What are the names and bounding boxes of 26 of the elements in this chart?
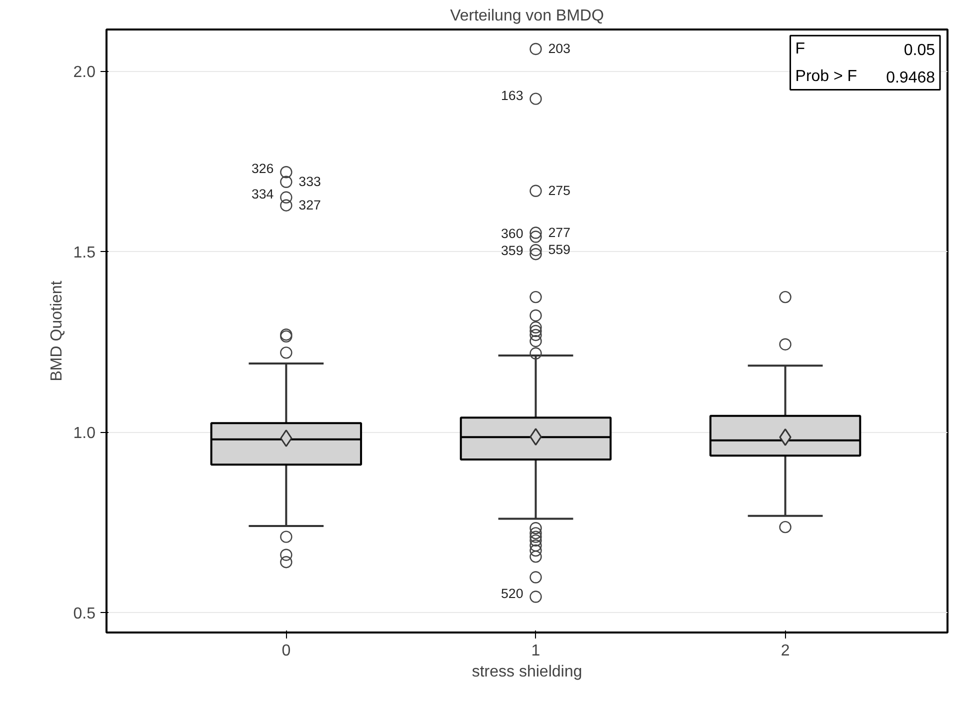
annotation: 333 [298, 174, 321, 189]
y-tick-label: 1.0 [73, 425, 96, 442]
annotation: 326 [251, 161, 274, 176]
x-tick-label: 2 [780, 642, 790, 660]
annotation: 327 [298, 197, 321, 212]
y-tick-label: 2.0 [73, 64, 96, 82]
annotation: 275 [548, 182, 570, 198]
x-tick-label: 1 [531, 642, 540, 660]
annotation: 0.05 [904, 42, 936, 60]
annotation: 163 [501, 88, 524, 103]
y-tick-label: 0.5 [73, 606, 96, 623]
annotation: 360 [501, 226, 524, 241]
x-axis-title: stress shielding [472, 664, 582, 680]
annotation: 203 [548, 41, 570, 56]
annotation: 359 [501, 243, 524, 258]
x-tick-label: 0 [282, 642, 291, 660]
y-tick-label: 1.5 [73, 244, 96, 262]
annotation: F [795, 40, 806, 58]
annotation: 277 [548, 224, 570, 240]
annotation: 334 [251, 186, 274, 202]
annotation: 520 [501, 586, 524, 601]
annotation: Prob > F [795, 68, 858, 85]
chart-title: Verteilung von BMDQ [450, 8, 604, 24]
annotation: 0.9468 [886, 69, 936, 86]
annotation: 559 [548, 242, 570, 258]
y-axis-title: BMD Quotient [48, 280, 66, 382]
